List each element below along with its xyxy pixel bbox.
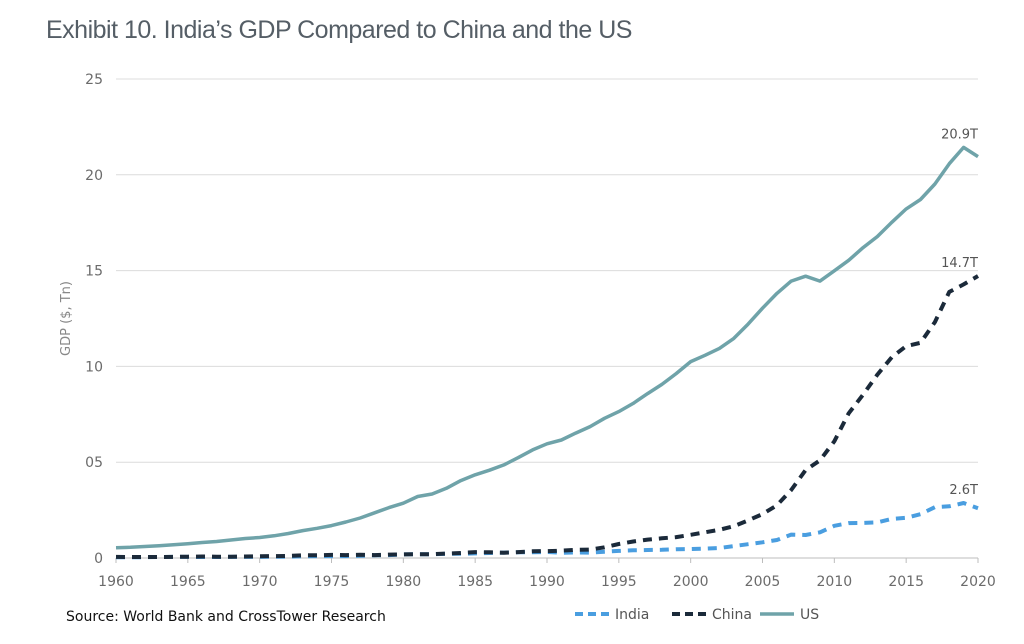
x-tick-label: 1995 [601, 574, 637, 590]
y-tick-label: 0 [94, 551, 103, 567]
series-lines [115, 145, 980, 560]
x-tick-label: 1965 [170, 574, 206, 590]
series-line-china [115, 274, 980, 559]
end-label-us: 20.9T [941, 127, 978, 142]
legend: India China US [575, 607, 819, 623]
y-axis-ticks: 0 05 10 15 20 25 [85, 72, 103, 567]
x-tick-label: 1970 [242, 574, 278, 590]
x-tick-label: 2010 [817, 574, 853, 590]
x-tick-label: 2020 [960, 574, 996, 590]
x-tick-label: 1990 [529, 574, 565, 590]
x-tick-label: 1975 [314, 574, 350, 590]
x-tick-label: 2005 [745, 574, 781, 590]
gridlines [116, 78, 978, 463]
y-tick-label: 10 [85, 359, 103, 375]
chart-title: Exhibit 10. India’s GDP Compared to Chin… [46, 16, 632, 44]
end-label-china: 14.7T [941, 256, 978, 271]
x-tick-label: 1960 [98, 574, 134, 590]
series-line-us [115, 145, 979, 550]
legend-label-india: India [615, 607, 649, 623]
y-axis-label: GDP ($, Tn) [59, 281, 74, 356]
x-tick-label: 2000 [673, 574, 709, 590]
end-labels: 20.9T 14.7T 2.6T [941, 127, 978, 498]
legend-label-china: China [712, 607, 752, 623]
source-note: Source: World Bank and CrossTower Resear… [66, 609, 386, 625]
y-tick-label: 20 [85, 168, 103, 184]
end-label-india: 2.6T [949, 483, 978, 498]
x-tick-label: 1985 [457, 574, 493, 590]
x-axis-ticks: 1960 1965 1970 1975 1980 1985 1990 1995 2000 2005… [98, 558, 996, 590]
x-tick-label: 2015 [888, 574, 924, 590]
series-line-india [116, 501, 979, 560]
legend-label-us: US [800, 607, 819, 623]
y-tick-label: 05 [85, 455, 103, 471]
y-tick-label: 25 [85, 72, 103, 88]
x-tick-label: 1980 [386, 574, 422, 590]
y-tick-label: 15 [85, 264, 103, 280]
